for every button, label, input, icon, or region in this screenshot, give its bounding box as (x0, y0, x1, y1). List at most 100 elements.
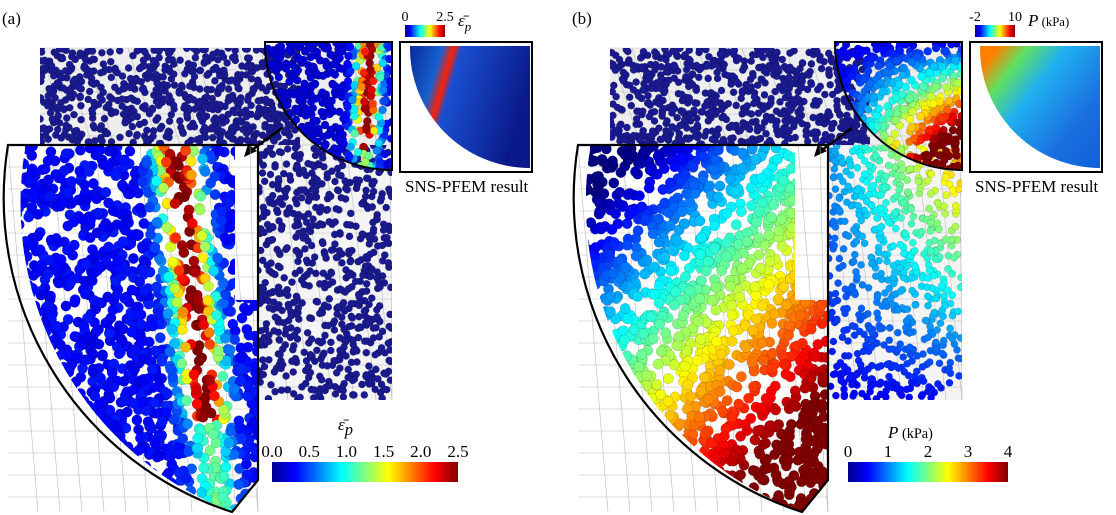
particle (65, 361, 75, 371)
particle (783, 119, 790, 126)
particle (284, 244, 291, 251)
particle (297, 394, 304, 401)
particle (45, 486, 55, 496)
particle (77, 102, 84, 109)
particle (877, 224, 884, 231)
particle (17, 497, 27, 507)
particle (928, 385, 935, 392)
particle (725, 100, 732, 107)
particle (320, 163, 327, 170)
particle (347, 143, 355, 151)
particle (941, 203, 948, 210)
particle (31, 457, 41, 467)
particle (3, 434, 13, 444)
particle (849, 392, 856, 399)
particle (193, 443, 203, 453)
particle (155, 48, 162, 55)
particle (889, 301, 896, 308)
particle (691, 99, 698, 106)
particle (214, 146, 224, 156)
particle (224, 438, 234, 448)
particle (261, 229, 268, 236)
particle (931, 309, 938, 316)
particle (877, 235, 884, 242)
particle (17, 496, 27, 506)
particle (318, 89, 326, 97)
particle (57, 434, 67, 444)
particle (902, 230, 909, 237)
particle (201, 60, 208, 67)
particle (838, 377, 845, 384)
particle (863, 178, 870, 185)
particle (331, 357, 338, 364)
particle (154, 114, 161, 121)
particle (835, 280, 842, 287)
particle (12, 367, 22, 377)
particle (176, 117, 183, 124)
particle (62, 502, 72, 512)
particle (266, 267, 273, 274)
particle (191, 386, 201, 396)
particle (67, 491, 77, 501)
particle (808, 81, 815, 88)
particle (301, 245, 308, 252)
particle (298, 277, 305, 284)
particle (43, 128, 50, 135)
particle (171, 233, 181, 243)
particle (855, 311, 862, 318)
particle (231, 146, 241, 156)
particle (785, 91, 792, 98)
particle (831, 148, 838, 155)
particle (88, 458, 98, 468)
particle (261, 363, 268, 370)
particle (11, 478, 21, 488)
particle (296, 155, 303, 162)
particle (744, 102, 751, 109)
particle (183, 45, 190, 52)
particle (936, 360, 943, 367)
particle (31, 422, 41, 432)
particle (48, 62, 55, 69)
particle (145, 493, 155, 503)
particle (839, 159, 846, 166)
particle (671, 63, 678, 70)
particle (190, 45, 197, 52)
particle (181, 70, 188, 77)
particle (284, 145, 291, 152)
particle (309, 222, 316, 229)
particle (311, 254, 318, 261)
particle (850, 258, 857, 265)
particle (202, 46, 209, 53)
particle (109, 382, 119, 392)
particle (88, 107, 95, 114)
particle (10, 213, 20, 223)
particle (51, 352, 61, 362)
particle (633, 115, 640, 122)
particle (5, 475, 15, 485)
particle (78, 116, 85, 123)
particle (335, 187, 342, 194)
particle (189, 369, 199, 379)
particle (118, 502, 128, 512)
particle (874, 364, 881, 371)
particle (182, 419, 192, 429)
colorbar-title: ε̄p (338, 415, 353, 439)
particle (707, 108, 714, 115)
particle (869, 329, 876, 336)
particle (951, 254, 958, 261)
particle (319, 133, 327, 141)
particle (105, 101, 112, 108)
particle (387, 311, 394, 318)
particle (17, 376, 27, 386)
particle (100, 61, 107, 68)
particle (874, 294, 881, 301)
particle (192, 54, 199, 61)
colorbar-tick: 1.0 (336, 442, 357, 461)
particle (309, 104, 317, 112)
particle (685, 136, 692, 143)
particle (40, 274, 50, 284)
particle (45, 136, 52, 143)
particle (61, 418, 71, 428)
particle (831, 298, 838, 305)
particle (125, 484, 135, 494)
